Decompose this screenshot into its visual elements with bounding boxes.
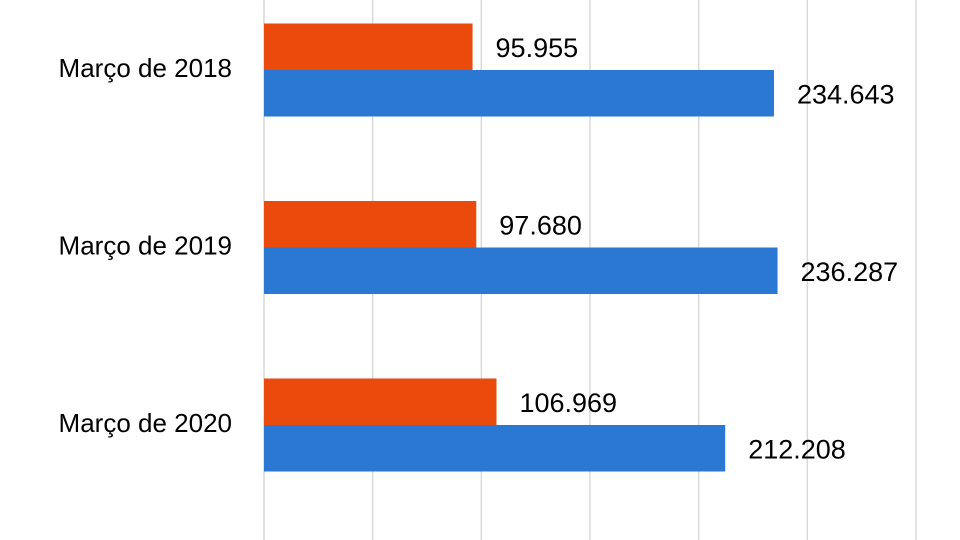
bar xyxy=(264,247,778,294)
y-tick-label: Março de 2020 xyxy=(59,408,232,438)
data-label: 212.208 xyxy=(748,434,846,464)
bar xyxy=(264,201,477,248)
bar xyxy=(264,378,497,425)
bar xyxy=(264,425,726,472)
bar xyxy=(264,23,473,70)
bar xyxy=(264,70,774,117)
data-label: 236.287 xyxy=(801,257,899,287)
y-tick-label: Março de 2019 xyxy=(59,230,232,260)
data-label: 106.969 xyxy=(519,388,617,418)
data-label: 97.680 xyxy=(499,210,582,240)
data-label: 234.643 xyxy=(797,79,895,109)
data-label: 95.955 xyxy=(496,33,579,63)
y-tick-label: Março de 2018 xyxy=(59,53,232,83)
